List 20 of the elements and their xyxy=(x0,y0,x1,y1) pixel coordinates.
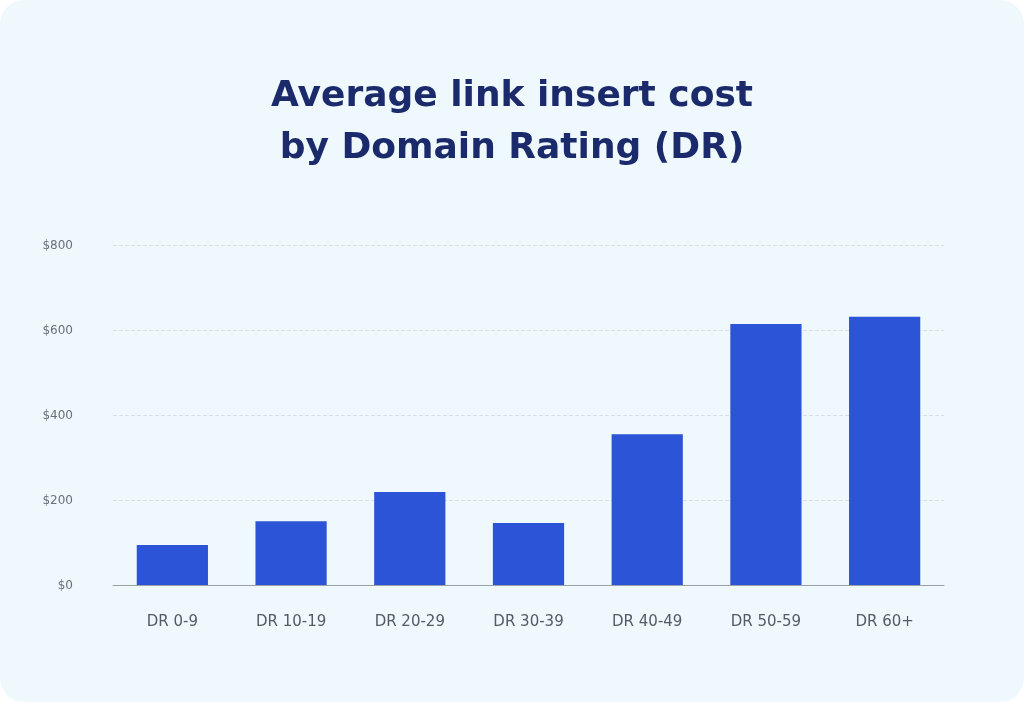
y-tick-label: $600 xyxy=(42,323,73,337)
bar xyxy=(730,324,802,585)
y-tick-label: $400 xyxy=(42,408,73,422)
x-tick-label: DR 0-9 xyxy=(146,611,198,630)
x-tick-label: DR 20-29 xyxy=(374,611,445,630)
bar xyxy=(136,545,208,585)
chart-title: Average link insert cost by Domain Rating (DR) xyxy=(270,72,754,166)
bar xyxy=(611,434,683,585)
y-tick-label: $800 xyxy=(42,238,73,252)
bar xyxy=(849,316,921,585)
x-tick-label: DR 60+ xyxy=(855,611,914,630)
y-tick-label: $200 xyxy=(42,493,73,507)
y-tick-label: $0 xyxy=(57,578,73,592)
x-tick-label: DR 40-49 xyxy=(612,611,683,630)
bar xyxy=(374,491,446,585)
x-tick-label: DR 30-39 xyxy=(493,611,564,630)
bar xyxy=(255,521,327,585)
bar xyxy=(492,522,565,585)
x-tick-label: DR 50-59 xyxy=(730,611,802,630)
x-tick-label: DR 10-19 xyxy=(255,611,327,630)
